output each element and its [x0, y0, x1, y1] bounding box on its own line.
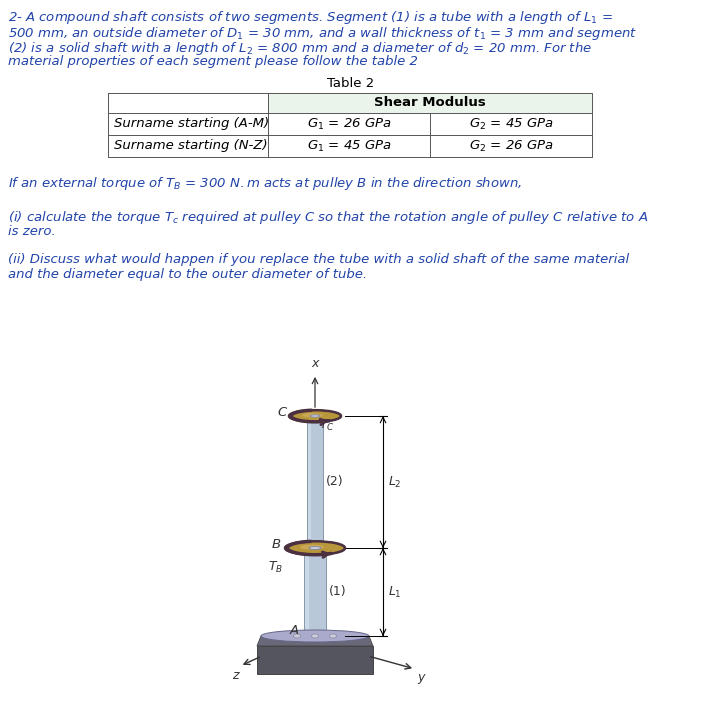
- Text: $G_1$ = 45 $GPa$: $G_1$ = 45 $GPa$: [307, 138, 391, 153]
- Ellipse shape: [310, 414, 320, 417]
- Ellipse shape: [329, 634, 336, 638]
- Polygon shape: [257, 636, 373, 646]
- Text: and the diameter equal to the outer diameter of tube.: and the diameter equal to the outer diam…: [8, 268, 367, 281]
- Text: (ii) Discuss what would happen if you replace the tube with a solid shaft of the: (ii) Discuss what would happen if you re…: [8, 253, 629, 265]
- Text: $T_C$: $T_C$: [319, 418, 334, 433]
- Text: B: B: [272, 537, 281, 551]
- Text: material properties of each segment please follow the table 2: material properties of each segment plea…: [8, 56, 418, 68]
- Text: $L_2$: $L_2$: [388, 474, 402, 489]
- Text: 2- A compound shaft consists of two segments. Segment (1) is a tube with a lengt: 2- A compound shaft consists of two segm…: [8, 9, 613, 26]
- Text: If an external torque of $T_B$ = 300 $N.m$ acts at pulley B in the direction sho: If an external torque of $T_B$ = 300 $N.…: [8, 175, 522, 192]
- Bar: [304, 548, 326, 636]
- Bar: [305, 548, 309, 636]
- Ellipse shape: [311, 634, 318, 638]
- Text: $T_B$: $T_B$: [268, 560, 283, 575]
- Text: C: C: [278, 405, 287, 419]
- Text: (1): (1): [329, 585, 346, 599]
- Text: is zero.: is zero.: [8, 225, 56, 238]
- Ellipse shape: [300, 544, 324, 550]
- Ellipse shape: [289, 414, 341, 421]
- Ellipse shape: [289, 410, 341, 421]
- Text: $G_2$ = 26 $GPa$: $G_2$ = 26 $GPa$: [469, 138, 553, 153]
- Text: Surname starting (A-M): Surname starting (A-M): [114, 117, 269, 131]
- Text: (2): (2): [326, 476, 343, 489]
- Ellipse shape: [261, 630, 369, 642]
- Text: (2) is a solid shaft with a length of $L_2$ = 800 $mm$ and a diameter of $d_2$ =: (2) is a solid shaft with a length of $L…: [8, 40, 592, 57]
- Text: Surname starting (N-Z): Surname starting (N-Z): [114, 140, 268, 152]
- Text: y: y: [417, 671, 425, 684]
- Text: $L_1$: $L_1$: [388, 585, 402, 599]
- Bar: [268, 93, 592, 113]
- Ellipse shape: [285, 542, 345, 555]
- Polygon shape: [257, 646, 373, 674]
- Text: x: x: [311, 357, 319, 370]
- Text: A: A: [290, 623, 299, 637]
- Text: (i) calculate the torque $T_c$ required at pulley C so that the rotation angle o: (i) calculate the torque $T_c$ required …: [8, 209, 648, 226]
- Ellipse shape: [309, 546, 321, 549]
- Bar: [308, 416, 311, 548]
- Bar: [307, 416, 323, 548]
- Ellipse shape: [285, 546, 345, 555]
- Text: $G_1$ = 26 $GPa$: $G_1$ = 26 $GPa$: [307, 116, 391, 131]
- Text: 500 $mm$, an outside diameter of $D_1$ = 30 $mm$, and a wall thickness of $t_1$ : 500 $mm$, an outside diameter of $D_1$ =…: [8, 25, 637, 42]
- Text: z: z: [232, 669, 238, 682]
- Ellipse shape: [302, 413, 322, 417]
- Text: $G_2$ = 45 $GPa$: $G_2$ = 45 $GPa$: [469, 116, 553, 131]
- Text: Table 2: Table 2: [327, 77, 374, 90]
- Ellipse shape: [294, 634, 301, 638]
- Text: Shear Modulus: Shear Modulus: [374, 97, 486, 109]
